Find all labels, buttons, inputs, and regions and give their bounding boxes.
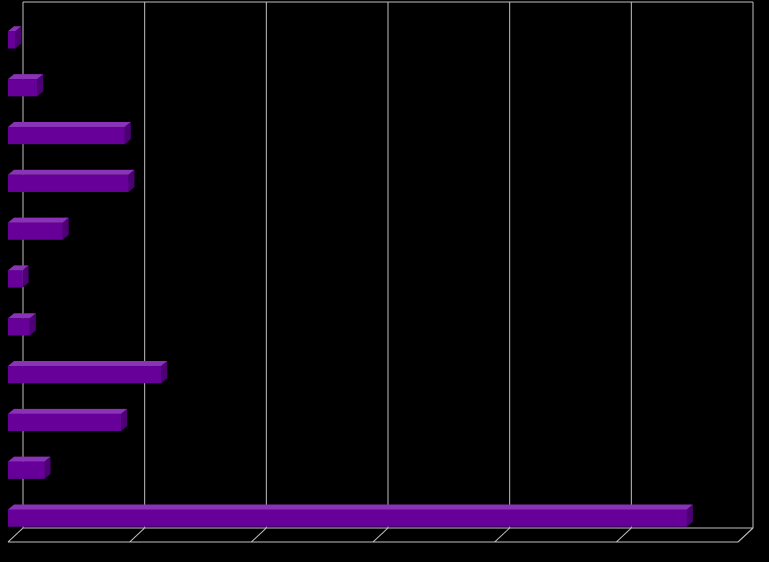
bar (8, 170, 134, 192)
bar (8, 74, 43, 96)
bar-front (8, 366, 161, 383)
bar (8, 218, 69, 240)
bar-front (8, 509, 687, 526)
bar-top (8, 170, 134, 175)
bar-front (8, 79, 37, 96)
bar-front (8, 127, 125, 144)
bar (8, 313, 36, 335)
bar-top (8, 409, 127, 414)
bar-front (8, 31, 15, 48)
bar-front (8, 318, 30, 335)
bar-front (8, 462, 45, 479)
bar-top (8, 504, 693, 509)
bar (8, 122, 131, 144)
bar-chart (0, 0, 769, 562)
bar-top (8, 74, 43, 79)
bar-top (8, 361, 167, 366)
chart-background (0, 0, 769, 562)
bar (8, 457, 51, 479)
bar-top (8, 457, 51, 462)
bar-top (8, 218, 69, 223)
bar-front (8, 270, 23, 287)
bar-front (8, 414, 121, 431)
bar-front (8, 223, 63, 240)
bar (8, 409, 127, 431)
bar (8, 361, 167, 383)
bar-front (8, 175, 128, 192)
bar (8, 504, 693, 526)
bar (8, 265, 29, 287)
bar-top (8, 122, 131, 127)
